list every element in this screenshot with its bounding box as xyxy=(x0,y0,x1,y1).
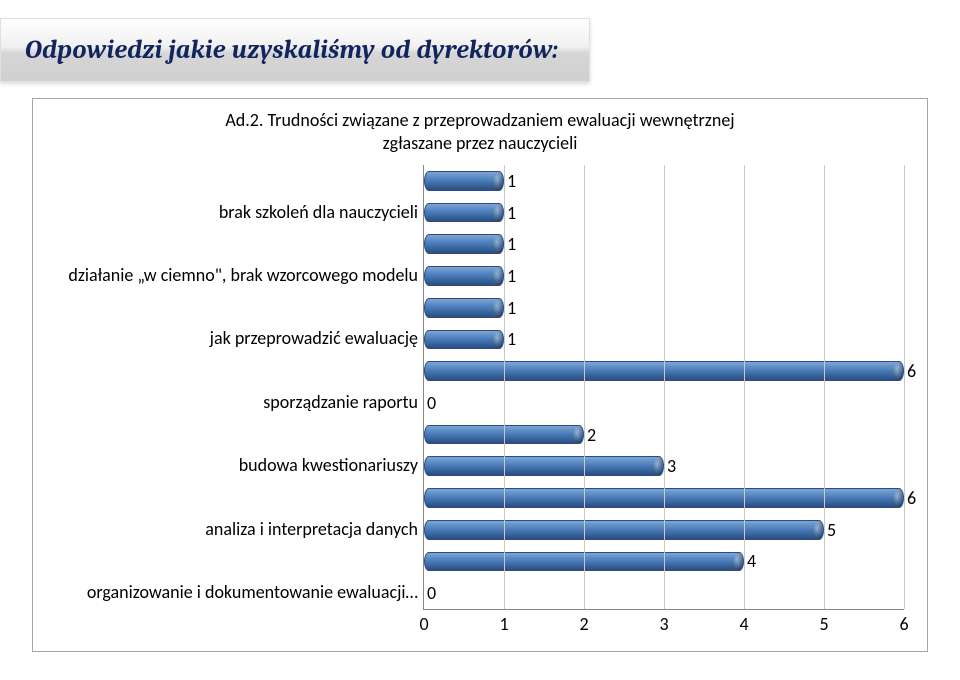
bar xyxy=(424,520,824,540)
gridline xyxy=(824,165,825,609)
bar-value-label: 0 xyxy=(427,392,436,414)
gridline xyxy=(504,165,505,609)
bar xyxy=(424,330,504,350)
bar-value-label: 1 xyxy=(507,233,516,255)
title-banner: Odpowiedzi jakie uzyskaliśmy od dyrektor… xyxy=(0,18,590,82)
category-label: jak przeprowadzić ewaluację xyxy=(36,330,424,350)
bar-value-label: 5 xyxy=(827,519,836,541)
x-tick-label: 3 xyxy=(659,613,668,635)
bar-value-label: 1 xyxy=(507,265,516,287)
bar xyxy=(424,234,504,254)
chart-container: Ad.2. Trudności związane z przeprowadzan… xyxy=(32,98,928,652)
gridline xyxy=(744,165,745,609)
category-label: analiza i interpretacja danych xyxy=(36,520,424,540)
chart-title-line-2: zgłaszane przez nauczycieli xyxy=(383,132,578,154)
x-tick-label: 2 xyxy=(579,613,588,635)
x-tick-label: 6 xyxy=(899,613,908,635)
bar-value-label: 2 xyxy=(587,424,596,446)
gridline xyxy=(584,165,585,609)
bar-value-label: 6 xyxy=(907,487,916,509)
bar xyxy=(424,456,664,476)
bar xyxy=(424,171,504,191)
category-label: działanie „w ciemno", brak wzorcowego mo… xyxy=(36,266,424,286)
category-label: budowa kwestionariuszy xyxy=(36,456,424,476)
category-label: sporządzanie raportu xyxy=(36,393,424,413)
bar-value-label: 6 xyxy=(907,360,916,382)
x-tick-label: 4 xyxy=(739,613,748,635)
category-label: brak szkoleń dla nauczycieli xyxy=(36,203,424,223)
bar-value-label: 0 xyxy=(427,582,436,604)
bar-value-label: 1 xyxy=(507,328,516,350)
gridline xyxy=(904,165,905,609)
slide: Odpowiedzi jakie uzyskaliśmy od dyrektor… xyxy=(0,0,960,680)
bar xyxy=(424,266,504,286)
bar xyxy=(424,203,504,223)
slide-title: Odpowiedzi jakie uzyskaliśmy od dyrektor… xyxy=(25,35,558,65)
bar-value-label: 1 xyxy=(507,170,516,192)
bar-value-label: 3 xyxy=(667,455,676,477)
bar-value-label: 4 xyxy=(747,550,756,572)
chart-title-line-1: Ad.2. Trudności związane z przeprowadzan… xyxy=(225,109,734,131)
x-tick-label: 5 xyxy=(819,613,828,635)
plot-area: 11brak szkoleń dla nauczycieli11działani… xyxy=(423,165,904,610)
x-tick-label: 0 xyxy=(419,613,428,635)
bar xyxy=(424,298,504,318)
x-tick-label: 1 xyxy=(499,613,508,635)
category-label: organizowanie i dokumentowanie ewaluacji… xyxy=(36,583,424,603)
chart-title: Ad.2. Trudności związane z przeprowadzan… xyxy=(33,109,927,154)
bar-value-label: 1 xyxy=(507,202,516,224)
gridline xyxy=(664,165,665,609)
bar-value-label: 1 xyxy=(507,297,516,319)
